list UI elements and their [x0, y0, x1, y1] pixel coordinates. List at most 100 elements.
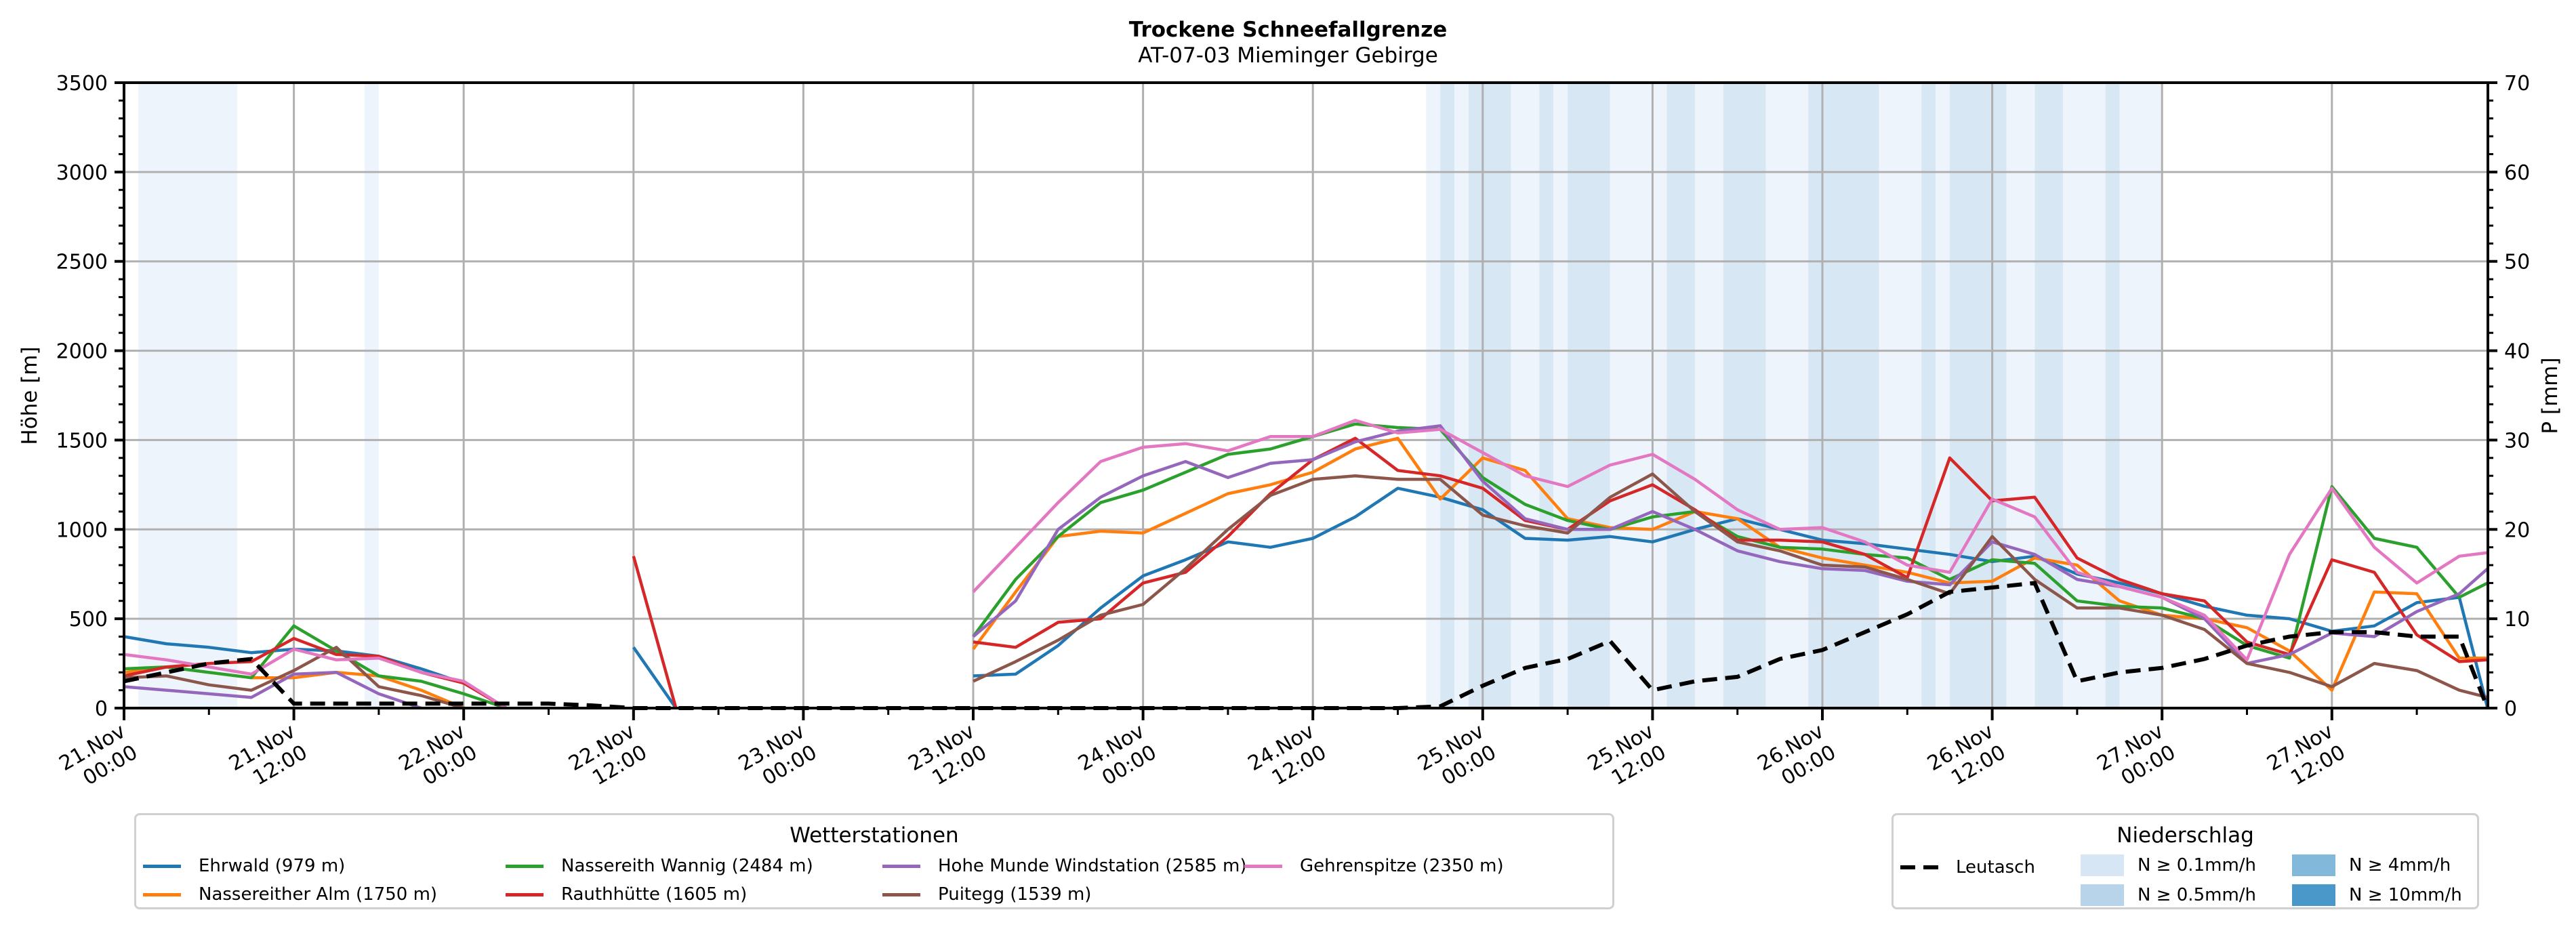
y2-tick-label: 40	[2504, 340, 2530, 364]
legend-label: Hohe Munde Windstation (2585 m)	[938, 856, 1247, 876]
precip-band	[1879, 83, 1922, 708]
legend-label: Ehrwald (979 m)	[199, 856, 346, 876]
y-tick-label: 3500	[56, 72, 108, 96]
legend-item: Ehrwald (979 m)	[143, 856, 345, 876]
series-line	[632, 556, 678, 709]
legend-item: Gehrenspitze (2350 m)	[1244, 856, 1504, 876]
precip-band	[1511, 83, 1540, 708]
legend-item-leutasch: Leutasch	[1900, 857, 2035, 878]
y-tick-label: 3000	[56, 161, 108, 185]
y-tick-label: 500	[69, 608, 108, 632]
y2-tick-label: 20	[2504, 518, 2530, 542]
precip-band	[1426, 83, 1441, 708]
chart-title: Trockene Schneefallgrenze	[1128, 18, 1448, 42]
y2-tick-label: 0	[2504, 697, 2517, 721]
precip-band	[1440, 83, 1455, 708]
precip-band	[365, 83, 379, 708]
legend-line-swatch	[143, 864, 181, 868]
y-tick-label: 2500	[56, 251, 108, 274]
legend-patch	[2081, 854, 2124, 876]
y-tick-label: 1000	[56, 518, 108, 542]
y2-tick-label: 30	[2504, 429, 2530, 453]
precip-band	[1568, 83, 1610, 708]
series-line	[972, 419, 2488, 662]
precip-band	[1468, 83, 1511, 708]
precip-band	[2006, 83, 2035, 708]
y-tick-label: 0	[95, 697, 108, 721]
chart-subtitle: AT-07-03 Mieminger Gebirge	[1138, 43, 1438, 68]
series-line	[123, 624, 507, 710]
y-axis-label-right: P [mm]	[2538, 357, 2562, 434]
precip-band	[1695, 83, 1723, 708]
legend-item: Puitegg (1539 m)	[882, 884, 1091, 905]
y2-tick-label: 60	[2504, 161, 2530, 185]
precip-band	[1936, 83, 1950, 708]
legend-label: Leutasch	[1956, 857, 2035, 878]
y-axis-label-left: Höhe [m]	[18, 346, 42, 445]
legend-label: N ≥ 4mm/h	[2349, 855, 2451, 875]
precip-band	[1808, 83, 1879, 708]
y2-tick-label: 50	[2504, 251, 2530, 274]
legend-label: N ≥ 10mm/h	[2349, 885, 2462, 905]
legend-patch	[2081, 884, 2124, 906]
legend-precip: Niederschlag Leutasch N ≥ 0.1mm/h N ≥ 0.…	[1892, 813, 2479, 909]
legend-line-swatch	[882, 892, 920, 896]
legend-label: Gehrenspitze (2350 m)	[1300, 856, 1504, 876]
legend-line-swatch	[882, 864, 920, 868]
legend-line-swatch	[1244, 864, 1282, 868]
precip-band	[1454, 83, 1469, 708]
series-line	[973, 472, 2489, 699]
precip-band	[2063, 83, 2106, 708]
legend-label: N ≥ 0.5mm/h	[2138, 885, 2257, 905]
series-line	[632, 646, 678, 709]
plot-frame	[123, 81, 2489, 709]
precip-band	[1539, 83, 1554, 708]
y-tick-label: 1500	[56, 429, 108, 453]
legend-line-swatch	[506, 864, 544, 868]
series-line	[972, 436, 2488, 692]
y2-tick-label: 10	[2504, 608, 2530, 632]
series-line	[123, 646, 464, 710]
series-line	[123, 647, 508, 709]
series-line	[123, 671, 422, 710]
precip-band	[1949, 83, 2007, 708]
legend-item: N ≥ 10mm/h	[2292, 884, 2462, 906]
legend-patch	[2292, 854, 2335, 876]
y-tick-label: 2000	[56, 340, 108, 364]
legend-precip-title: Niederschlag	[2117, 823, 2254, 848]
precip-band	[2105, 83, 2120, 708]
precip-band	[1610, 83, 1667, 708]
precip-band	[1921, 83, 1936, 708]
legend-label: Nassereither Alm (1750 m)	[199, 884, 438, 905]
legend-label: Rauthhütte (1605 m)	[561, 884, 748, 905]
precip-band	[2035, 83, 2064, 708]
legend-item: Rauthhütte (1605 m)	[506, 884, 747, 905]
legend-item: Hohe Munde Windstation (2585 m)	[882, 856, 1246, 876]
precip-band	[1723, 83, 1766, 708]
precip-band	[1553, 83, 1568, 708]
legend-item: Nassereither Alm (1750 m)	[143, 884, 437, 905]
legend-line-swatch	[143, 892, 181, 896]
legend-line-swatch	[506, 892, 544, 896]
legend-patch	[2292, 884, 2335, 906]
precip-band	[1765, 83, 1809, 708]
legend-item: N ≥ 0.5mm/h	[2081, 884, 2256, 906]
precip-band	[1667, 83, 1696, 708]
legend-label: Nassereith Wannig (2484 m)	[561, 856, 813, 876]
legend-stations-title: Wetterstationen	[790, 823, 959, 848]
y2-tick-label: 70	[2504, 72, 2530, 96]
